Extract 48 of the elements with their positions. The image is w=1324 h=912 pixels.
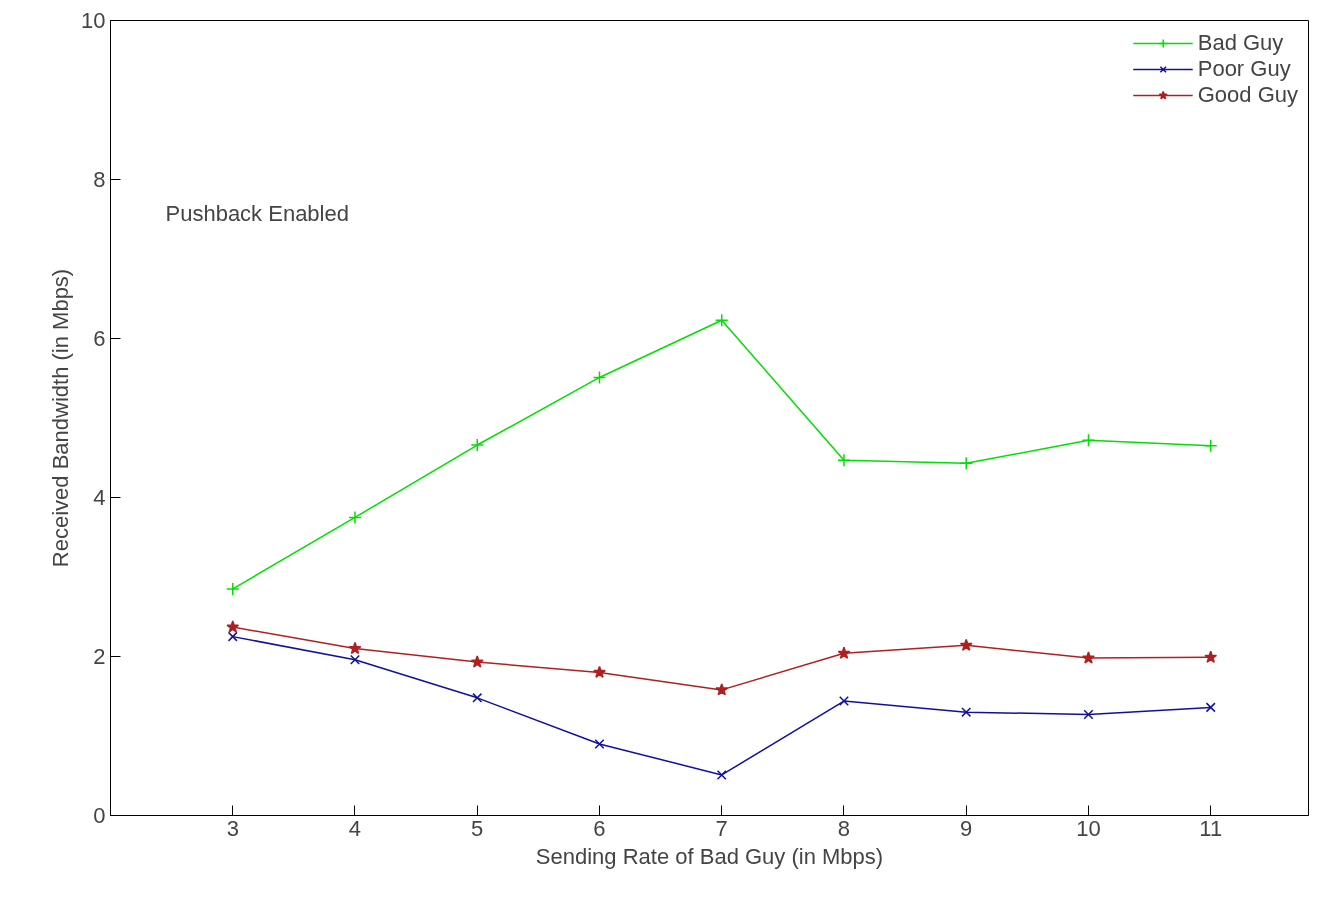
point [961, 707, 972, 718]
y-tick-label: 0 [93, 803, 106, 828]
point [1204, 650, 1218, 663]
point [470, 655, 484, 668]
legend-label: Bad Guy [1197, 30, 1284, 56]
point [838, 696, 849, 707]
point [225, 582, 240, 596]
y-tick-label: 6 [93, 326, 106, 351]
point [837, 646, 851, 659]
point [592, 370, 607, 385]
y-tick-label: 4 [93, 485, 106, 510]
point [470, 438, 484, 452]
x-tick-label: 4 [348, 815, 362, 841]
point [594, 738, 605, 749]
point [350, 654, 360, 665]
point [1082, 651, 1095, 664]
x-tick-label: 11 [1199, 815, 1223, 841]
point [716, 769, 727, 780]
point [227, 631, 238, 642]
x-tick-label: 8 [837, 815, 851, 841]
point [714, 313, 729, 327]
point [226, 620, 240, 633]
x-tick-label: 7 [715, 815, 728, 841]
point [1205, 702, 1216, 713]
x-tick-label: 9 [960, 815, 973, 841]
legend-label: Good Guy [1197, 82, 1298, 108]
legend-label: Poor Guy [1197, 56, 1291, 82]
y-tick-label: 2 [93, 644, 106, 669]
point [959, 638, 973, 651]
point [837, 453, 851, 467]
x-tick-label: 6 [593, 815, 606, 841]
point [472, 692, 483, 703]
annotation: Pushback Enabled [165, 200, 349, 226]
point [348, 641, 362, 655]
point [348, 510, 362, 525]
x-axis-title: Sending Rate of Bad Guy (in Mbps) [535, 843, 884, 869]
point [715, 683, 729, 696]
x-tick-label: 10 [1076, 815, 1101, 841]
x-tick-label: 5 [471, 815, 484, 841]
point [1081, 433, 1096, 448]
point [593, 665, 606, 678]
y-tick-label: 10 [81, 8, 106, 33]
point [1203, 439, 1218, 453]
y-tick-label: 8 [93, 167, 106, 192]
y-axis-title: Received Bandwidth (in Mbps) [48, 268, 74, 568]
x-tick-label: 3 [226, 815, 239, 841]
point [1083, 709, 1094, 720]
point [959, 456, 973, 471]
